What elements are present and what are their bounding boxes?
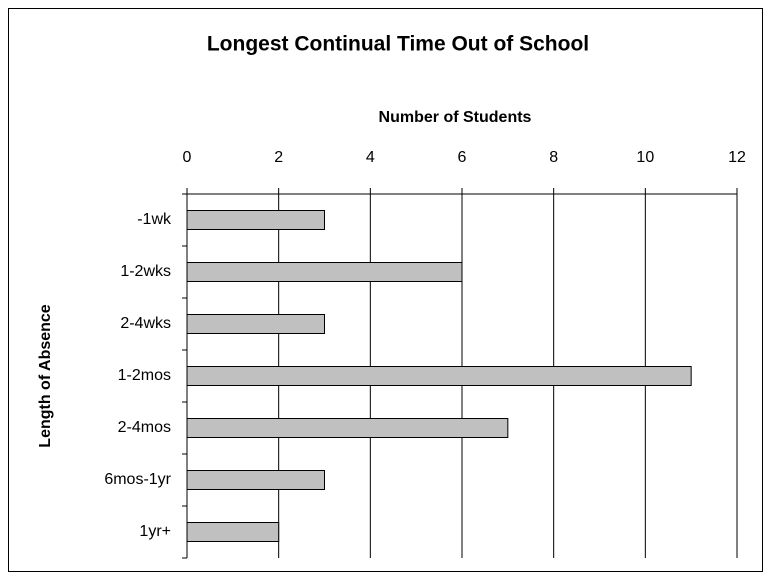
x-tick-label: 8 xyxy=(549,149,558,166)
y-tick-label: 1yr+ xyxy=(139,523,171,540)
chart-border xyxy=(8,8,763,572)
bar xyxy=(186,522,280,542)
y-tick-label: 2-4wks xyxy=(120,315,171,332)
bar xyxy=(186,314,325,334)
y-tick-label: -1wk xyxy=(137,211,172,228)
x-tick-label: 12 xyxy=(728,149,746,166)
bar xyxy=(186,366,692,386)
y-tick-label: 1-2mos xyxy=(118,367,171,384)
x-tick-label: 2 xyxy=(274,149,283,166)
bar xyxy=(186,470,325,490)
bar xyxy=(186,418,509,438)
bar xyxy=(186,262,463,282)
x-tick-label: 6 xyxy=(458,149,467,166)
y-axis-title: Length of Absence xyxy=(37,304,54,448)
x-tick-label: 0 xyxy=(183,149,192,166)
chart-title: Longest Continual Time Out of School xyxy=(207,33,589,56)
x-axis-title: Number of Students xyxy=(379,109,532,126)
x-tick-label: 10 xyxy=(636,149,654,166)
x-tick-label: 4 xyxy=(366,149,375,166)
y-tick-label: 2-4mos xyxy=(118,419,171,436)
y-tick-label: 6mos-1yr xyxy=(104,471,171,488)
y-tick-label: 1-2wks xyxy=(120,263,171,280)
bar xyxy=(186,210,325,230)
